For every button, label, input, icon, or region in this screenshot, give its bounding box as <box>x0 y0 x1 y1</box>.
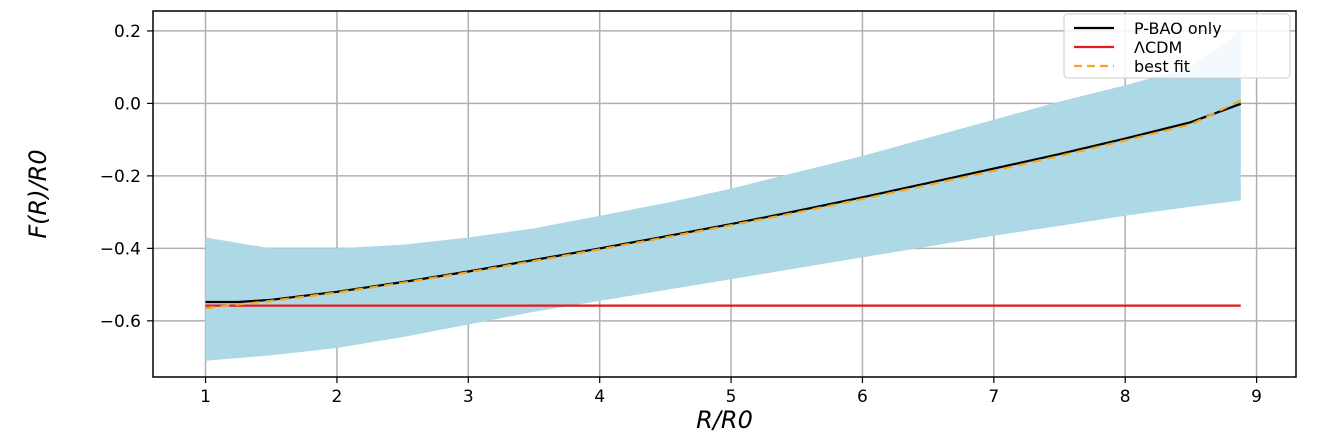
y-tick-label: −0.4 <box>100 239 141 259</box>
x-tick-label: 4 <box>594 387 605 407</box>
legend-label: best fit <box>1134 57 1190 76</box>
confidence-band-layer <box>205 30 1241 361</box>
ticks: 1 2 3 4 5 6 7 8 9 −0.6 −0.4 −0.2 0.0 0.2 <box>100 22 1262 407</box>
x-tick-label: 1 <box>200 387 211 407</box>
legend-label: P-BAO only <box>1134 19 1222 38</box>
legend-label: ΛCDM <box>1134 38 1182 57</box>
series-line-best-fit <box>205 99 1242 310</box>
x-tick-label: 7 <box>988 387 999 407</box>
x-tick-label: 9 <box>1251 387 1262 407</box>
x-axis-label: R/R0 <box>696 406 753 434</box>
series-layer <box>205 99 1242 310</box>
x-tick-label: 2 <box>332 387 343 407</box>
x-tick-label: 8 <box>1120 387 1131 407</box>
y-tick-label: −0.6 <box>100 312 141 332</box>
y-tick-label: 0.2 <box>114 22 141 42</box>
confidence-band <box>205 30 1241 361</box>
y-tick-label: −0.2 <box>100 167 141 187</box>
legend-box <box>1063 13 1291 79</box>
y-axis-label: F(R)/R0 <box>24 149 52 238</box>
y-tick-label: 0.0 <box>114 94 141 114</box>
plot-frame <box>152 10 1297 378</box>
x-tick-label: 3 <box>463 387 474 407</box>
x-tick-label: 5 <box>726 387 737 407</box>
x-tick-label: 6 <box>857 387 868 407</box>
